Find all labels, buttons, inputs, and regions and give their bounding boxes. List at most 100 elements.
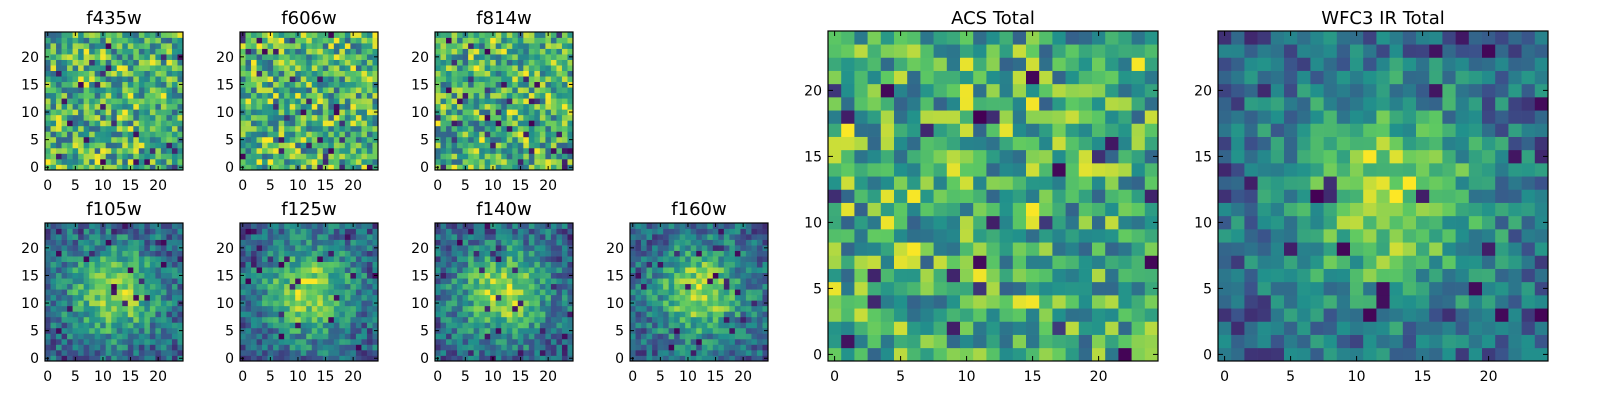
heatmap-cell <box>556 300 563 307</box>
heatmap-cell <box>127 272 134 279</box>
heatmap-cell <box>685 316 692 323</box>
heatmap-cell <box>556 256 563 262</box>
heatmap-cell <box>133 228 140 235</box>
heatmap-cell <box>333 65 340 71</box>
heatmap-cell <box>94 234 101 240</box>
heatmap-cell <box>512 131 519 138</box>
heatmap-cell <box>133 147 140 154</box>
heatmap-cell <box>567 98 574 105</box>
heatmap-cell <box>83 322 90 329</box>
heatmap-cell <box>523 311 530 318</box>
heatmap-cell <box>256 322 263 329</box>
heatmap-cell <box>550 344 557 351</box>
heatmap-cell <box>701 283 708 290</box>
heatmap-cell <box>490 267 497 274</box>
heatmap-cell <box>451 305 458 312</box>
heatmap-cell <box>550 294 557 301</box>
heatmap-cell <box>556 311 563 318</box>
heatmap-cell <box>473 223 480 229</box>
heatmap-cell <box>160 76 167 83</box>
heatmap-cell <box>306 355 313 362</box>
heatmap-cell <box>366 300 373 307</box>
heatmap-cell <box>333 338 340 345</box>
heatmap-cell <box>328 327 335 334</box>
heatmap-cell <box>484 109 491 116</box>
heatmap-cell <box>262 114 268 121</box>
heatmap-cell <box>116 59 123 66</box>
heatmap-cell <box>56 48 62 55</box>
y-tick-label: 15 <box>21 77 39 93</box>
heatmap-cell <box>501 142 508 149</box>
heatmap-cell <box>267 239 274 246</box>
heatmap-cell <box>160 103 167 110</box>
heatmap-cell <box>517 153 524 160</box>
heatmap-cell <box>561 37 568 44</box>
heatmap-cell <box>251 81 257 88</box>
heatmap-cell <box>484 81 491 88</box>
heatmap-cell <box>484 223 491 229</box>
heatmap-cell <box>289 48 296 55</box>
heatmap-cell <box>306 125 313 132</box>
heatmap-cell <box>828 163 842 177</box>
heatmap-cell <box>105 311 112 318</box>
heatmap-cell <box>451 59 458 66</box>
heatmap-cell <box>920 281 934 296</box>
heatmap-cell <box>685 327 692 334</box>
heatmap-cell <box>149 344 156 351</box>
heatmap-cell <box>78 109 84 116</box>
heatmap-cell <box>517 261 524 268</box>
heatmap-cell <box>696 283 703 290</box>
heatmap-cell <box>468 54 474 60</box>
heatmap-cell <box>756 316 763 323</box>
heatmap-cell <box>111 349 118 356</box>
heatmap-cell <box>440 311 447 318</box>
heatmap-cell <box>133 54 140 60</box>
heatmap-cell <box>251 267 257 274</box>
heatmap-cell <box>278 333 285 340</box>
heatmap-cell <box>920 202 934 217</box>
heatmap-cell <box>256 261 263 268</box>
y-tick-label: 5 <box>225 133 234 149</box>
heatmap-cell <box>295 153 302 160</box>
heatmap-cell <box>322 81 329 88</box>
heatmap-cell <box>339 289 346 296</box>
heatmap-cell <box>674 316 681 323</box>
heatmap-cell <box>350 338 357 345</box>
heatmap-cell <box>149 349 156 356</box>
heatmap-cell <box>267 109 274 116</box>
heatmap-cell <box>251 355 257 362</box>
heatmap-cell <box>72 250 79 257</box>
heatmap-cell <box>67 311 73 318</box>
heatmap-cell <box>160 228 167 235</box>
heatmap-cell <box>89 131 96 138</box>
heatmap-cell <box>561 344 568 351</box>
heatmap-cell <box>512 349 519 356</box>
heatmap-cell <box>751 234 758 240</box>
heatmap-cell <box>78 256 84 262</box>
heatmap-cell <box>72 311 79 318</box>
heatmap-cell <box>894 255 908 269</box>
heatmap-cell <box>523 65 530 71</box>
heatmap-cell <box>880 215 895 230</box>
heatmap-cell <box>756 267 763 274</box>
heatmap-cell <box>534 98 541 105</box>
heatmap-cell <box>652 349 658 356</box>
heatmap-cell <box>61 103 68 110</box>
heatmap-cell <box>435 311 441 318</box>
heatmap-cell <box>300 344 307 351</box>
heatmap-cell <box>127 153 134 160</box>
heatmap-cell <box>372 333 379 340</box>
heatmap-cell <box>512 327 519 334</box>
heatmap-cell <box>986 242 1000 256</box>
heatmap-cell <box>333 228 340 235</box>
heatmap-cell <box>679 239 686 246</box>
heatmap-cell <box>177 158 184 165</box>
heatmap-cell <box>366 333 373 340</box>
heatmap-cell <box>734 245 741 251</box>
heatmap-cell <box>679 261 686 268</box>
heatmap-cell <box>1052 295 1066 309</box>
heatmap-cell <box>756 289 763 296</box>
heatmap-cell <box>567 142 574 149</box>
heatmap-cell <box>339 164 346 171</box>
heatmap-cell <box>933 308 948 322</box>
